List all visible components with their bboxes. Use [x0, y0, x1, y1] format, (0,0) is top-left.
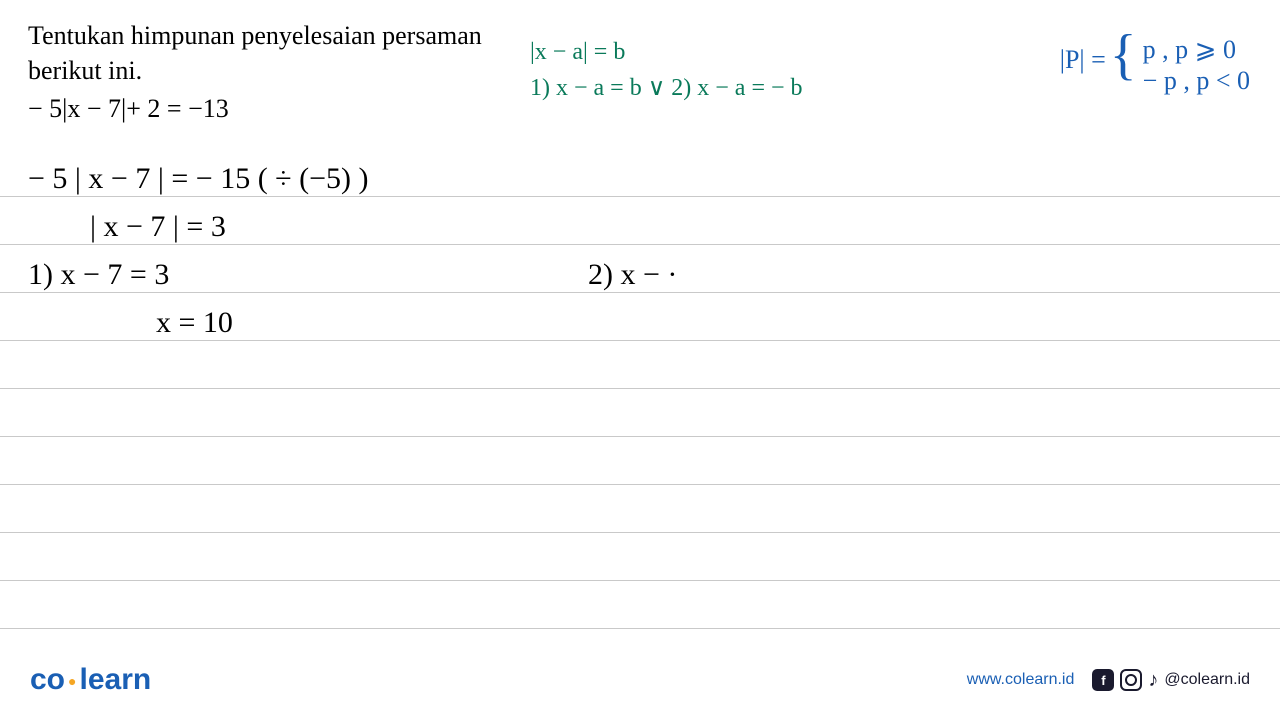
paper-line: [0, 388, 1280, 389]
paper-line: [0, 436, 1280, 437]
paper-line: [0, 196, 1280, 197]
blue-label: |P| =: [1060, 46, 1106, 75]
footer-right: www.colearn.id f ♪ @colearn.id: [967, 669, 1250, 692]
paper-line: [0, 532, 1280, 533]
social-icons: f ♪ @colearn.id: [1092, 669, 1250, 692]
work-row-2: | x − 7 | = 3: [90, 210, 226, 244]
website-link[interactable]: www.colearn.id: [967, 671, 1075, 689]
logo-part2: learn: [79, 663, 151, 696]
work-row-3b: 2) x − ·: [588, 258, 677, 292]
logo-part1: co: [30, 663, 65, 696]
facebook-icon[interactable]: f: [1092, 669, 1114, 691]
paper-line: [0, 628, 1280, 629]
green-annotation: |x − a| = b 1) x − a = b ∨ 2) x − a = − …: [530, 36, 803, 105]
blue-row1: p , p ⩾ 0: [1143, 36, 1250, 65]
work-row-1: − 5 | x − 7 | = − 15 ( ÷ (−5) ): [28, 162, 369, 196]
paper-line: [0, 580, 1280, 581]
logo-dot-icon: ●: [65, 673, 79, 689]
social-handle: @colearn.id: [1164, 671, 1250, 689]
work-row-4: x = 10: [156, 306, 233, 340]
paper-line: [0, 244, 1280, 245]
paper-line: [0, 484, 1280, 485]
work-row-3a: 1) x − 7 = 3: [28, 258, 169, 292]
brace-icon: {: [1110, 30, 1137, 80]
green-note-line2: 1) x − a = b ∨ 2) x − a = − b: [530, 72, 803, 106]
logo: co●learn: [30, 663, 151, 697]
tiktok-icon[interactable]: ♪: [1148, 669, 1158, 692]
footer: co●learn www.colearn.id f ♪ @colearn.id: [0, 660, 1280, 700]
instagram-icon[interactable]: [1120, 669, 1142, 691]
problem-header: Tentukan himpunan penyelesaian persaman …: [0, 0, 1280, 132]
brace-content: p , p ⩾ 0 − p , p < 0: [1143, 36, 1250, 95]
green-note-line1: |x − a| = b: [530, 36, 803, 70]
paper-line: [0, 340, 1280, 341]
blue-row2: − p , p < 0: [1143, 67, 1250, 96]
blue-annotation: |P| = { p , p ⩾ 0 − p , p < 0: [1060, 30, 1250, 95]
paper-line: [0, 292, 1280, 293]
